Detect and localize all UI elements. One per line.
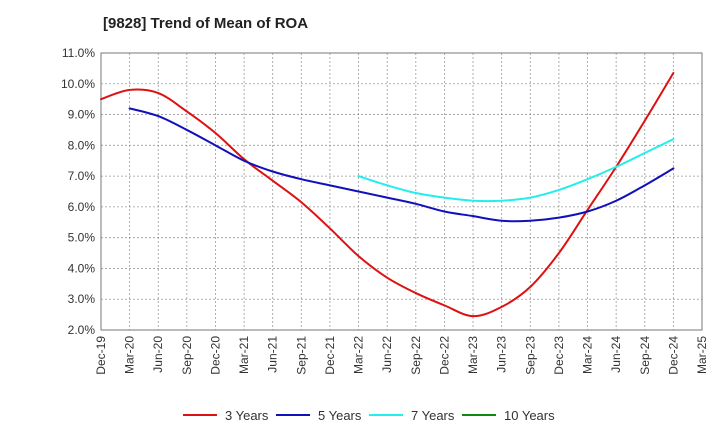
legend-item-5-years: 5 Years — [276, 408, 362, 423]
x-tick-label: Mar-23 — [466, 336, 480, 374]
x-tick-label: Mar-25 — [695, 336, 709, 374]
y-tick-label: 6.0% — [68, 200, 96, 214]
x-axis-ticks: Dec-19 Mar-20 Jun-20 Sep-20 Dec-20 Mar-21 Jun-… — [94, 336, 709, 375]
legend-item-3-years: 3 Years — [183, 408, 269, 423]
x-tick-label: Sep-20 — [180, 336, 194, 375]
series-lines — [100, 72, 675, 318]
x-tick-label: Mar-24 — [581, 336, 595, 374]
x-tick-label: Jun-22 — [380, 336, 394, 373]
x-tick-label: Mar-22 — [352, 336, 366, 374]
y-tick-label: 9.0% — [68, 108, 96, 122]
x-tick-label: Sep-21 — [294, 336, 308, 375]
x-tick-label: Mar-21 — [237, 336, 251, 374]
x-tick-label: Sep-24 — [638, 336, 652, 375]
legend: 3 Years 5 Years 7 Years 10 Years — [183, 408, 555, 423]
x-tick-label: Jun-20 — [151, 336, 165, 373]
legend-item-7-years: 7 Years — [369, 408, 455, 423]
legend-label: 5 Years — [318, 408, 362, 423]
x-tick-label: Dec-19 — [94, 336, 108, 375]
series-line-7-years — [357, 138, 675, 203]
legend-item-10-years: 10 Years — [462, 408, 555, 423]
legend-label: 3 Years — [225, 408, 269, 423]
legend-label: 10 Years — [504, 408, 555, 423]
x-tick-label: Jun-21 — [266, 336, 280, 373]
series-line-3-years — [100, 72, 675, 318]
x-tick-label: Jun-23 — [495, 336, 509, 373]
x-tick-label: Dec-22 — [437, 336, 451, 375]
x-tick-label: Dec-23 — [552, 336, 566, 375]
y-tick-label: 5.0% — [68, 231, 96, 245]
x-tick-label: Dec-21 — [323, 336, 337, 375]
plot-area-frame — [100, 52, 703, 331]
y-tick-label: 7.0% — [68, 169, 96, 183]
y-tick-label: 2.0% — [68, 323, 96, 337]
x-tick-label: Sep-22 — [409, 336, 423, 375]
x-tick-label: Dec-24 — [666, 336, 680, 375]
legend-label: 7 Years — [411, 408, 455, 423]
y-tick-label: 11.0% — [62, 46, 95, 60]
grid-lines — [101, 53, 702, 330]
x-tick-label: Sep-23 — [523, 336, 537, 375]
y-tick-label: 3.0% — [68, 292, 96, 306]
series-line-5-years — [128, 107, 675, 223]
y-axis-ticks: 2.0% 3.0% 4.0% 5.0% 6.0% 7.0% 8.0% 9.0% 10.0% 11.… — [61, 46, 95, 337]
x-tick-label: Jun-24 — [609, 336, 623, 373]
y-tick-label: 8.0% — [68, 138, 96, 152]
x-tick-label: Mar-20 — [123, 336, 137, 374]
y-tick-label: 4.0% — [68, 261, 96, 275]
chart-title: [9828] Trend of Mean of ROA — [103, 15, 308, 32]
x-tick-label: Dec-20 — [208, 336, 222, 375]
y-tick-label: 10.0% — [61, 77, 95, 91]
